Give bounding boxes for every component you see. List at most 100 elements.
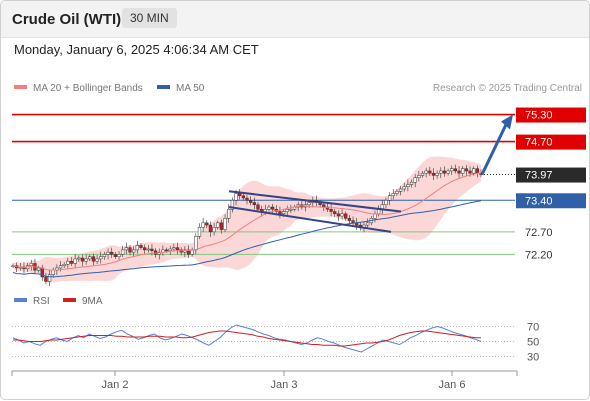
candle bbox=[442, 170, 447, 174]
candle bbox=[325, 206, 330, 210]
candle bbox=[113, 254, 118, 257]
rsi-legend-label: RSI bbox=[33, 296, 50, 307]
candle bbox=[168, 248, 172, 252]
candle bbox=[99, 256, 103, 260]
candle bbox=[102, 254, 107, 257]
ma20-line bbox=[12, 172, 482, 271]
candle bbox=[413, 177, 417, 183]
candle bbox=[347, 218, 352, 221]
candle bbox=[146, 248, 150, 251]
rsi-series-ma bbox=[13, 330, 481, 347]
candle bbox=[58, 265, 63, 269]
candle bbox=[201, 222, 205, 228]
candle bbox=[256, 204, 260, 210]
candle bbox=[439, 170, 443, 174]
level-label: 75.30 bbox=[525, 110, 553, 122]
candle bbox=[95, 258, 99, 262]
ma50-legend-swatch bbox=[157, 85, 170, 89]
candle bbox=[409, 181, 414, 185]
candle bbox=[387, 195, 392, 201]
rsi-tick-label: 70 bbox=[527, 322, 539, 334]
x-tick-label: Jan 2 bbox=[102, 379, 129, 391]
level-label: 72.20 bbox=[525, 249, 553, 261]
channel-lines bbox=[228, 190, 402, 233]
candle bbox=[402, 186, 406, 190]
candle bbox=[227, 209, 231, 219]
x-tick-label: Jan 3 bbox=[271, 379, 298, 391]
candle bbox=[150, 248, 154, 252]
candle bbox=[281, 211, 286, 215]
candle bbox=[289, 209, 293, 211]
candle bbox=[216, 222, 220, 228]
candle bbox=[450, 168, 454, 172]
ma20-legend-swatch bbox=[14, 85, 27, 89]
level-label: 72.70 bbox=[525, 227, 553, 239]
candle bbox=[395, 190, 399, 194]
level-label-bg bbox=[516, 167, 586, 183]
candle bbox=[172, 247, 176, 250]
candle bbox=[219, 222, 224, 230]
rsi-legend-swatch bbox=[14, 298, 27, 302]
candle bbox=[453, 168, 458, 172]
candle bbox=[212, 227, 216, 233]
candle bbox=[238, 193, 242, 197]
candle bbox=[329, 209, 333, 212]
instrument-title: Crude Oil (WTI) bbox=[12, 11, 122, 28]
candle bbox=[205, 222, 209, 226]
candle bbox=[340, 213, 344, 217]
candle bbox=[84, 258, 88, 262]
candle bbox=[249, 200, 253, 203]
candle bbox=[431, 172, 436, 176]
candle bbox=[406, 184, 410, 187]
candle bbox=[132, 249, 136, 253]
rsi-ma-legend-label: 9MA bbox=[82, 296, 103, 307]
rsi-tick-label: 50 bbox=[527, 337, 539, 349]
candle bbox=[252, 202, 256, 206]
candle bbox=[135, 245, 139, 251]
candle bbox=[36, 267, 41, 271]
candle bbox=[333, 211, 337, 215]
candle bbox=[263, 209, 267, 212]
candle bbox=[128, 247, 132, 253]
candle bbox=[88, 256, 92, 260]
candle bbox=[208, 224, 213, 233]
candle bbox=[285, 209, 289, 212]
candle bbox=[62, 264, 66, 266]
channel-upper-line bbox=[228, 190, 402, 213]
level-label-bg bbox=[516, 107, 586, 123]
ma50-line bbox=[12, 200, 482, 278]
candle bbox=[142, 247, 147, 251]
candle bbox=[139, 245, 143, 248]
candle bbox=[230, 200, 235, 210]
candle bbox=[245, 197, 249, 201]
candle bbox=[124, 247, 128, 251]
candle bbox=[241, 195, 245, 199]
trend-arrow-head bbox=[501, 114, 513, 130]
candle bbox=[73, 258, 77, 264]
level-label: 74.70 bbox=[525, 137, 553, 149]
level-label: 73.40 bbox=[525, 195, 553, 207]
candle bbox=[366, 222, 370, 226]
candle bbox=[66, 260, 70, 265]
credit-label: Research © 2025 Trading Central bbox=[433, 83, 582, 94]
candle bbox=[175, 247, 180, 251]
candle bbox=[468, 170, 472, 174]
candle bbox=[391, 193, 395, 197]
candle bbox=[164, 249, 169, 252]
candle bbox=[464, 168, 469, 172]
candle bbox=[278, 211, 282, 215]
candle bbox=[47, 274, 52, 282]
trend-arrow-shaft bbox=[480, 123, 508, 176]
candle bbox=[270, 206, 275, 210]
level-labels: 75.30 74.70 73.97 73.40 72.70 72.20 bbox=[516, 107, 586, 261]
candle bbox=[91, 256, 96, 262]
candle bbox=[384, 200, 388, 206]
candle bbox=[197, 227, 202, 237]
timeframe-badge[interactable]: 30 MIN bbox=[122, 8, 177, 28]
candle bbox=[234, 193, 238, 201]
header-bar: Crude Oil (WTI) 30 MIN bbox=[1, 1, 589, 38]
candle bbox=[51, 269, 55, 275]
candle bbox=[223, 218, 227, 230]
